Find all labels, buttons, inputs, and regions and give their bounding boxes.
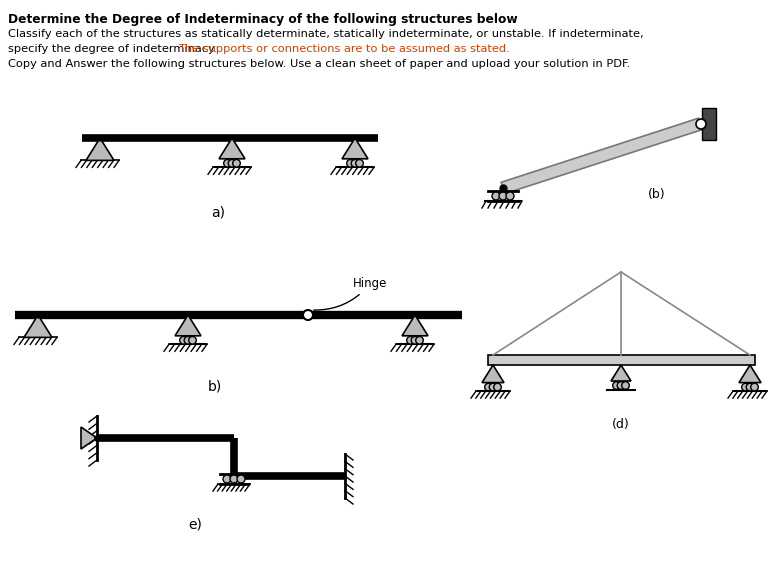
Polygon shape	[219, 138, 245, 159]
Circle shape	[493, 383, 501, 391]
Polygon shape	[501, 118, 702, 194]
Circle shape	[352, 159, 359, 167]
Circle shape	[621, 382, 629, 389]
Text: The supports or connections are to be assumed as stated.: The supports or connections are to be as…	[178, 44, 510, 54]
FancyBboxPatch shape	[488, 355, 755, 365]
Circle shape	[347, 159, 355, 167]
Polygon shape	[81, 427, 97, 449]
Text: (d): (d)	[612, 418, 630, 431]
Circle shape	[490, 383, 497, 391]
Circle shape	[506, 192, 514, 200]
Circle shape	[618, 382, 625, 389]
Polygon shape	[175, 315, 201, 336]
Polygon shape	[24, 315, 52, 337]
Circle shape	[499, 192, 507, 200]
Circle shape	[230, 475, 238, 483]
Text: Determine the Degree of Indeterminacy of the following structures below: Determine the Degree of Indeterminacy of…	[8, 13, 518, 26]
Polygon shape	[342, 138, 368, 159]
Circle shape	[696, 119, 706, 129]
Text: (b): (b)	[648, 188, 665, 201]
Circle shape	[613, 382, 621, 389]
Circle shape	[406, 337, 414, 344]
Circle shape	[233, 159, 241, 167]
Circle shape	[237, 475, 245, 483]
Text: e): e)	[188, 518, 202, 532]
Circle shape	[303, 310, 313, 320]
Circle shape	[492, 192, 500, 200]
Circle shape	[228, 159, 236, 167]
FancyBboxPatch shape	[702, 108, 716, 140]
Text: Hinge: Hinge	[314, 277, 387, 310]
Text: a): a)	[211, 205, 225, 219]
Text: Classify each of the structures as statically determinate, statically indetermin: Classify each of the structures as stati…	[8, 29, 644, 39]
Polygon shape	[86, 138, 114, 160]
Circle shape	[742, 383, 749, 391]
Circle shape	[223, 475, 231, 483]
Text: specify the degree of indeterminacy.: specify the degree of indeterminacy.	[8, 44, 221, 54]
Circle shape	[746, 383, 754, 391]
Circle shape	[180, 337, 187, 344]
Circle shape	[411, 337, 419, 344]
Polygon shape	[482, 365, 504, 383]
Text: b): b)	[208, 380, 222, 394]
Circle shape	[416, 337, 423, 344]
Circle shape	[485, 383, 493, 391]
Polygon shape	[739, 365, 761, 383]
Circle shape	[355, 159, 363, 167]
Circle shape	[751, 383, 759, 391]
Polygon shape	[611, 365, 631, 381]
Polygon shape	[402, 315, 428, 336]
Text: Copy and Answer the following structures below. Use a clean sheet of paper and u: Copy and Answer the following structures…	[8, 59, 630, 69]
Circle shape	[189, 337, 197, 344]
Circle shape	[184, 337, 192, 344]
Circle shape	[224, 159, 231, 167]
